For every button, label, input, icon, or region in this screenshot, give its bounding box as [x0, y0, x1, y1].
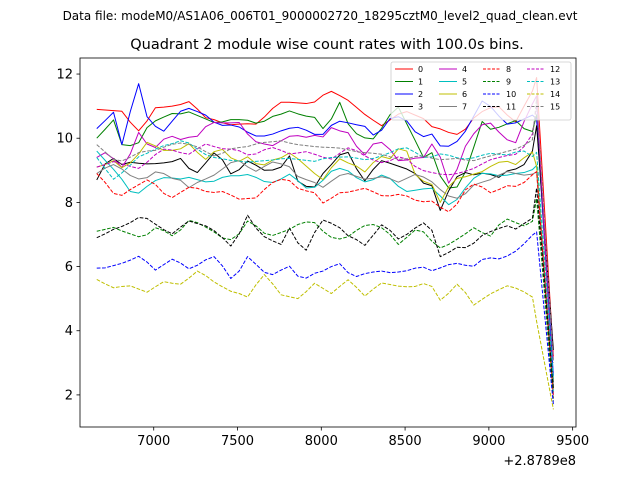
legend-label-5: 5: [462, 78, 467, 87]
series-line-7: [96, 160, 554, 386]
legend-label-10: 10: [506, 90, 516, 99]
x-tick-label: 7000: [137, 434, 170, 449]
y-tick-label: 8: [65, 196, 73, 211]
axes: 7000 7500 8000 8500 9000 950024681012+2.8789e…: [56, 57, 589, 469]
x-tick-label: 8000: [305, 434, 338, 449]
legend-label-3: 3: [418, 103, 423, 112]
plot-area: [96, 77, 554, 410]
series-line-13: [96, 140, 554, 379]
series-line-10: [96, 231, 554, 405]
legend-box: [390, 61, 572, 121]
series-line-11: [96, 187, 554, 389]
series-line-8: [96, 171, 554, 399]
legend-label-15: 15: [550, 103, 560, 112]
series-line-3: [96, 125, 554, 351]
axes-frame: [79, 57, 577, 428]
series-line-4: [96, 95, 554, 395]
y-tick-label: 10: [56, 132, 73, 147]
series-line-15: [96, 97, 554, 363]
y-tick-label: 12: [56, 68, 73, 83]
legend-label-13: 13: [550, 78, 560, 87]
x-tick-label: 9500: [556, 434, 589, 449]
series-line-9: [96, 198, 554, 402]
legend-label-14: 14: [550, 90, 560, 99]
series-line-1: [96, 101, 554, 383]
legend-label-12: 12: [550, 65, 560, 74]
legend-label-9: 9: [506, 78, 511, 87]
legend-label-1: 1: [418, 78, 423, 87]
legend-label-11: 11: [506, 103, 516, 112]
legend-label-6: 6: [462, 90, 467, 99]
legend-label-7: 7: [462, 103, 467, 112]
x-tick-label: 7500: [221, 434, 254, 449]
series-line-14: [96, 270, 554, 410]
chart-title: Quadrant 2 module wise count rates with …: [130, 37, 524, 53]
figure-suptitle: Data file: modeM0/AS1A06_006T01_90000027…: [63, 9, 578, 23]
series-line-6: [96, 141, 554, 389]
legend-label-8: 8: [506, 65, 511, 74]
x-tick-label: 9000: [472, 434, 505, 449]
legend-label-0: 0: [418, 65, 423, 74]
y-tick-label: 6: [65, 260, 73, 275]
y-tick-label: 4: [65, 324, 73, 339]
x-offset-label: +2.8789e8: [503, 454, 576, 469]
y-tick-label: 2: [65, 388, 73, 403]
x-tick-label: 8500: [389, 434, 422, 449]
legend-label-4: 4: [462, 65, 467, 74]
series-lines: [96, 77, 554, 410]
legend-label-2: 2: [418, 90, 423, 99]
